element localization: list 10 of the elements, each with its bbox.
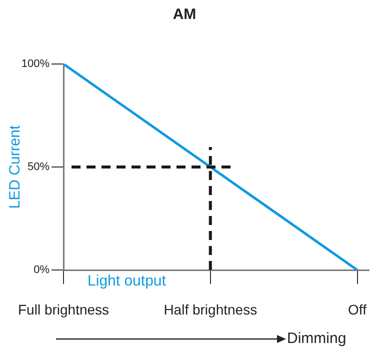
y-axis-title: LED Current	[6, 124, 24, 209]
chart-title: AM	[172, 6, 196, 24]
y-tick-label: 0%	[34, 264, 50, 276]
y-tick-label: 100%	[21, 58, 50, 70]
x-axis-title: Light output	[88, 272, 167, 290]
text: Dimming	[287, 330, 346, 348]
x-tick-label: Full brightness	[18, 301, 110, 318]
y-tick-label: 50%	[27, 161, 50, 174]
x-tick-label: Half brightness	[164, 301, 258, 318]
x-tick-label: Off	[348, 301, 367, 318]
